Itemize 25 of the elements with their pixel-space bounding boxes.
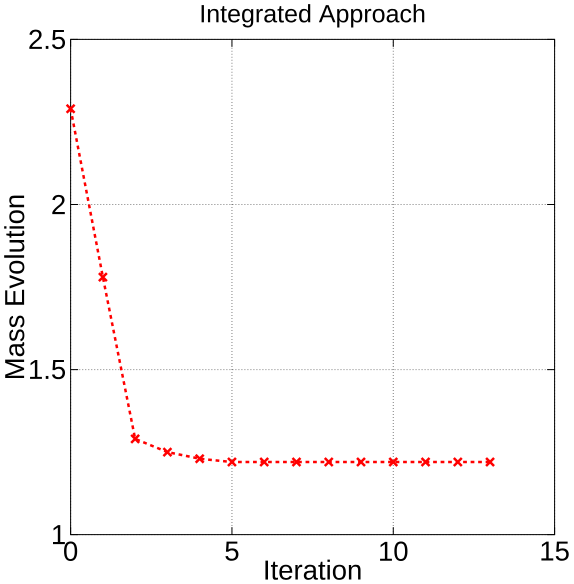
y-tick-label: 1.5: [30, 360, 66, 380]
point: [356, 456, 366, 468]
point: [130, 434, 140, 444]
y-axis-title: Mass Evolution: [4, 196, 24, 378]
x-axis-title: Iteration: [265, 560, 360, 580]
point: [484, 456, 496, 468]
point: [420, 456, 431, 468]
point: [194, 453, 205, 464]
x-tick-label: 10: [380, 542, 408, 562]
point: [258, 456, 270, 468]
x-tick-label: 5: [225, 542, 238, 561]
point: [65, 104, 76, 114]
point: [323, 456, 334, 468]
y-tick-label: 1: [52, 525, 65, 544]
point: [226, 456, 238, 468]
chart-title: Integrated Approach: [202, 4, 424, 28]
point: [98, 272, 108, 282]
point: [388, 456, 398, 468]
x-tick-label: 15: [541, 542, 569, 561]
point: [452, 456, 464, 468]
x-tick-label: 0: [64, 542, 78, 562]
point: [162, 446, 173, 458]
y-tick-label: 2: [52, 194, 65, 214]
y-tick-label: 2.5: [29, 30, 66, 50]
point: [291, 456, 302, 468]
